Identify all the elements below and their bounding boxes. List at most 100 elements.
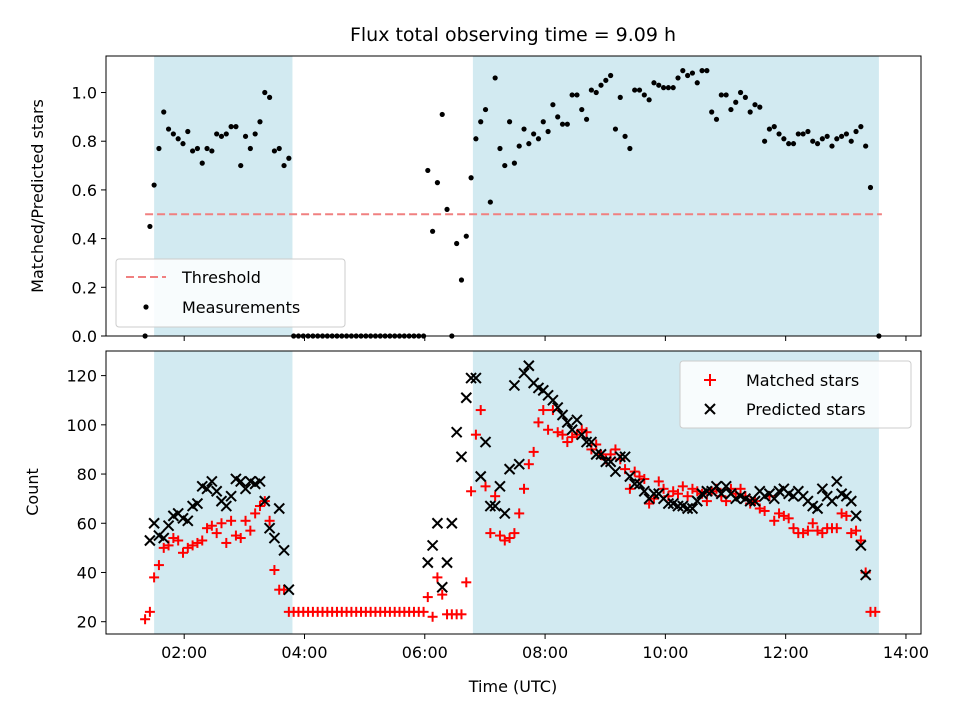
predicted-star-point	[503, 463, 516, 475]
marker-stroke	[239, 483, 252, 495]
predicted-star-point	[595, 448, 607, 461]
predicted-star-point	[628, 478, 641, 490]
marker-stroke	[595, 448, 607, 461]
predicted-star-point	[475, 470, 487, 483]
marker-stroke	[182, 515, 194, 527]
marker-stroke	[681, 502, 694, 515]
bottom-legend: Matched stars Predicted stars	[679, 360, 912, 429]
measurement-point	[867, 184, 874, 191]
marker-stroke	[263, 522, 276, 534]
matched-star-point	[279, 584, 290, 595]
predicted-star-point	[662, 497, 675, 510]
measurement-point	[151, 182, 157, 188]
marker-stroke	[177, 512, 189, 525]
predicted-star-point	[619, 451, 631, 463]
measurement-point	[790, 141, 797, 147]
marker-stroke	[475, 470, 487, 483]
measurement-point	[502, 162, 508, 169]
measurement-point	[233, 124, 239, 130]
marker-stroke	[201, 483, 213, 495]
measurement-point	[834, 136, 840, 142]
measurement-point	[430, 228, 436, 234]
matched-star-point	[475, 405, 486, 416]
measurement-point	[588, 87, 594, 93]
predicted-star-point	[460, 392, 472, 404]
predicted-star-point	[609, 465, 622, 478]
marker-stroke	[633, 478, 646, 490]
matched-star-point	[226, 515, 237, 526]
bottom-x-ticks: 02:00 04:00 06:00 08:00 10:00 12:00 14:00	[161, 634, 929, 662]
matched-star-point	[456, 609, 467, 620]
top-panel: 0.0 0.2 0.4 0.6 0.8 1.0 Matched/Predicted sta…	[28, 55, 922, 346]
marker-stroke	[576, 428, 588, 441]
marker-stroke	[744, 495, 756, 507]
top-y-tick-label: 1.0	[72, 84, 97, 103]
marker-stroke	[556, 409, 569, 421]
measurement-point	[829, 143, 835, 149]
measurements-points	[142, 68, 882, 339]
predicted-star-point	[561, 416, 574, 429]
top-y-axis-label: Matched/Predicted stars	[28, 99, 47, 293]
marker-stroke	[648, 488, 660, 500]
marker-stroke	[148, 517, 160, 529]
measurement-point	[680, 68, 686, 74]
marker-stroke	[283, 583, 295, 596]
measurement-point	[646, 97, 652, 103]
measurement-point	[511, 160, 518, 166]
predicted-star-point	[182, 515, 194, 527]
top-legend-box	[115, 258, 346, 328]
measurement-point	[762, 138, 768, 144]
predicted-star-point	[720, 480, 732, 493]
measurement-point	[492, 75, 498, 81]
predicted-star-point	[681, 502, 694, 515]
matched-star-point	[422, 592, 433, 603]
measurement-point	[444, 206, 450, 212]
marker-stroke	[855, 539, 867, 552]
predicted-star-point	[239, 483, 252, 495]
predicted-star-point	[715, 488, 728, 500]
marker-stroke	[144, 534, 156, 547]
marker-stroke	[638, 485, 651, 497]
matched-star-point	[519, 483, 530, 494]
matched-star-point	[562, 437, 573, 448]
measurement-point	[651, 80, 657, 86]
predicted-star-point	[811, 502, 824, 515]
matched-star-point	[494, 530, 505, 541]
matched-star-point	[653, 476, 664, 487]
marker-stroke	[460, 392, 472, 404]
marker-stroke	[523, 360, 535, 372]
measurement-point	[228, 124, 234, 130]
marker-stroke	[268, 532, 281, 544]
top-axes-frame	[105, 55, 922, 337]
shaded-region	[154, 351, 293, 634]
matched-star-point	[197, 535, 208, 546]
marker-stroke	[734, 490, 747, 502]
measurement-point	[603, 77, 609, 83]
measurement-point	[656, 82, 662, 88]
matched-star-point	[677, 481, 688, 492]
predicted-star-point	[206, 475, 218, 488]
matched-star-point	[557, 429, 568, 440]
legend-predicted-swatch	[704, 403, 716, 415]
measurement-point	[286, 155, 292, 161]
measurement-point	[439, 111, 445, 118]
measurement-point	[262, 89, 268, 96]
measurement-point	[574, 92, 580, 98]
bottom-x-tick-label: 12:00	[763, 643, 809, 662]
marker-stroke	[446, 517, 458, 529]
matched-star-point	[144, 606, 155, 617]
measurement-point	[786, 141, 792, 147]
predicted-star-point	[220, 500, 233, 512]
measurement-point	[521, 126, 527, 132]
legend-matched-label: Matched stars	[746, 371, 859, 390]
matched-star-point	[514, 508, 525, 519]
matched-star-point	[543, 424, 554, 435]
predicted-star-point	[513, 458, 525, 470]
predicted-star-point	[254, 475, 266, 488]
marker-stroke	[220, 500, 233, 512]
predicted-star-point	[831, 475, 843, 488]
top-x-ticks	[183, 336, 907, 341]
measurement-point	[579, 106, 585, 113]
marker-stroke	[484, 500, 497, 512]
marker-stroke	[628, 478, 641, 490]
